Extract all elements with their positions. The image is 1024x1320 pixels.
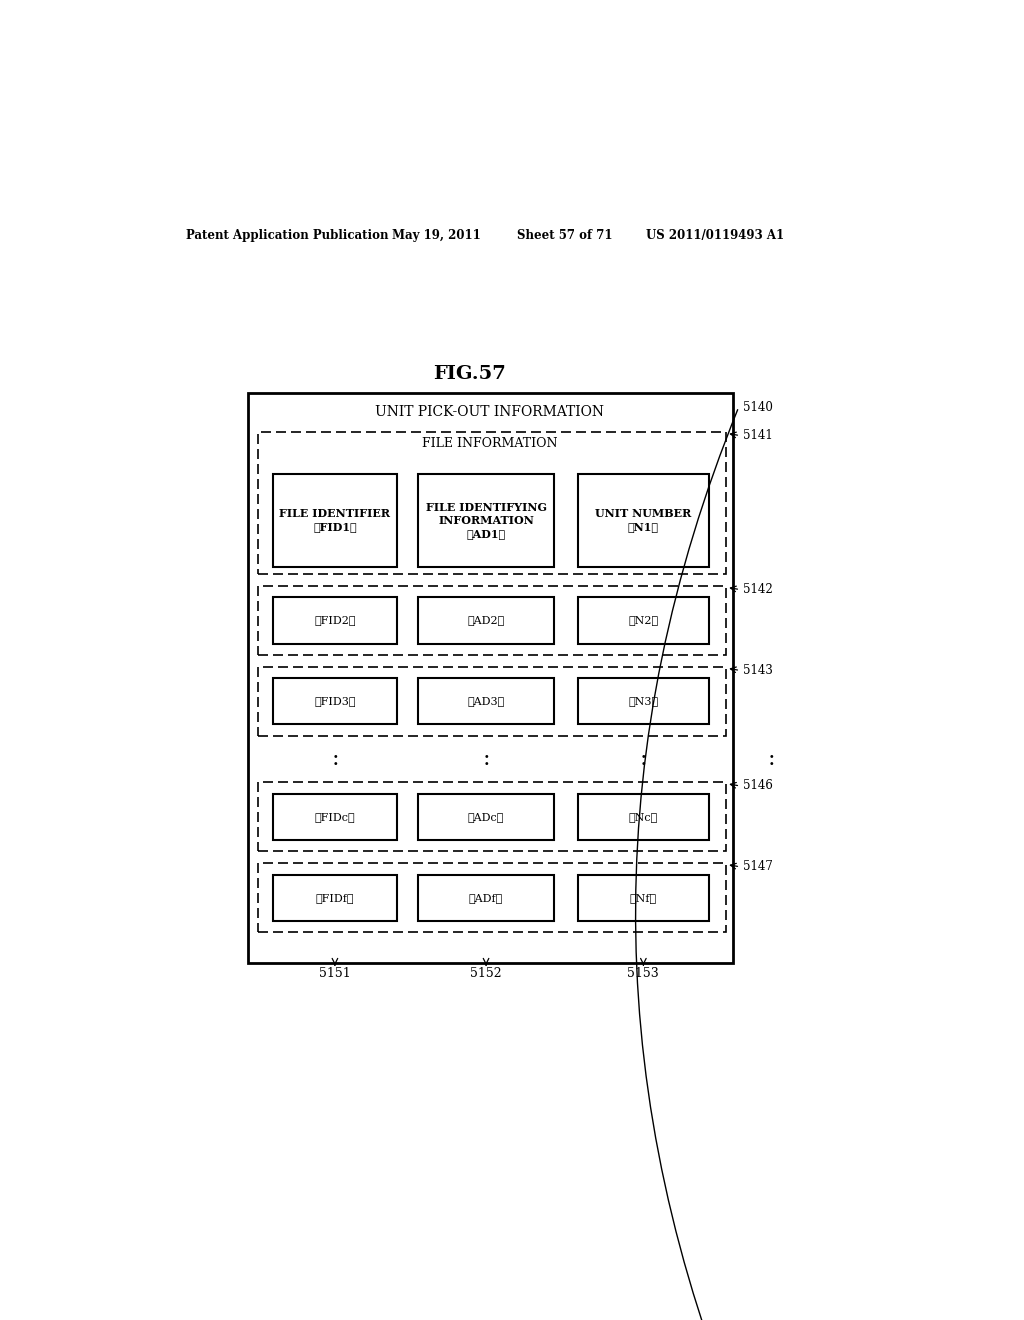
Text: Sheet 57 of 71: Sheet 57 of 71 [517, 228, 612, 242]
Text: 5141: 5141 [742, 429, 772, 442]
Text: ｢FID3｣: ｢FID3｣ [314, 696, 355, 706]
Text: FILE IDENTIFIER
｢FID1｣: FILE IDENTIFIER ｢FID1｣ [280, 508, 390, 532]
Bar [273, 597, 397, 644]
Bar [273, 875, 397, 921]
Bar [418, 597, 554, 644]
Text: ｢Nc｣: ｢Nc｣ [629, 812, 658, 822]
Text: 5140: 5140 [742, 400, 772, 413]
Text: FIG.57: FIG.57 [432, 366, 506, 383]
Bar [248, 393, 732, 964]
Bar [258, 432, 726, 574]
Text: ｢ADf｣: ｢ADf｣ [469, 892, 503, 903]
Text: 5152: 5152 [470, 966, 502, 979]
Bar [273, 678, 397, 725]
Bar [258, 781, 726, 851]
Text: :: : [768, 748, 775, 770]
Bar [418, 875, 554, 921]
Text: UNIT NUMBER
｢N1｣: UNIT NUMBER ｢N1｣ [595, 508, 691, 532]
Bar [418, 474, 554, 566]
Text: FILE IDENTIFYING
INFORMATION
｢AD1｣: FILE IDENTIFYING INFORMATION ｢AD1｣ [426, 502, 547, 539]
Text: 5153: 5153 [628, 966, 659, 979]
Text: ｢FIDf｣: ｢FIDf｣ [315, 892, 354, 903]
Text: Patent Application Publication: Patent Application Publication [186, 228, 389, 242]
Text: ｢FID2｣: ｢FID2｣ [314, 615, 355, 626]
Bar [273, 793, 397, 840]
Text: 5151: 5151 [319, 966, 351, 979]
Bar [418, 678, 554, 725]
Text: ｢AD2｣: ｢AD2｣ [467, 615, 505, 626]
Text: :: : [640, 748, 647, 770]
Bar [258, 586, 726, 655]
Bar [273, 474, 397, 566]
Text: 5147: 5147 [742, 861, 772, 874]
Text: ｢N3｣: ｢N3｣ [629, 696, 658, 706]
Bar [418, 793, 554, 840]
Bar [578, 474, 710, 566]
Text: ｢ADc｣: ｢ADc｣ [468, 812, 504, 822]
Text: :: : [482, 748, 489, 770]
Bar [578, 793, 710, 840]
Bar [258, 863, 726, 932]
Text: US 2011/0119493 A1: US 2011/0119493 A1 [646, 228, 783, 242]
Text: ｢FIDc｣: ｢FIDc｣ [314, 812, 355, 822]
Text: 5146: 5146 [742, 779, 772, 792]
Text: 5143: 5143 [742, 664, 772, 677]
Text: 5142: 5142 [742, 583, 772, 597]
Bar [578, 875, 710, 921]
Text: :: : [331, 748, 339, 770]
Bar [258, 667, 726, 737]
Text: FILE INFORMATION: FILE INFORMATION [422, 437, 558, 450]
Text: May 19, 2011: May 19, 2011 [391, 228, 480, 242]
Text: UNIT PICK-OUT INFORMATION: UNIT PICK-OUT INFORMATION [376, 405, 604, 420]
Text: ｢N2｣: ｢N2｣ [629, 615, 658, 626]
Text: ｢Nf｣: ｢Nf｣ [630, 892, 657, 903]
Bar [578, 678, 710, 725]
Text: ｢AD3｣: ｢AD3｣ [467, 696, 505, 706]
Bar [578, 597, 710, 644]
